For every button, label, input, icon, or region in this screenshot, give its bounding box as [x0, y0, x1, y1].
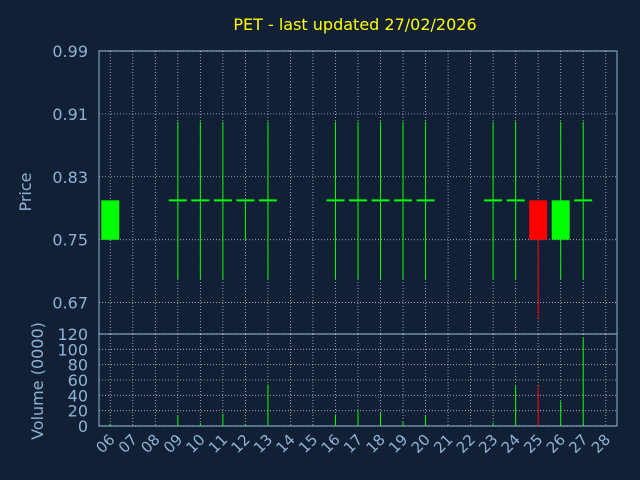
volume-y-tick: 120 [57, 325, 88, 344]
chart-title: PET - last updated 27/02/2026 [233, 15, 476, 34]
volume-y-tick: 60 [68, 371, 88, 390]
price-y-tick: 0.83 [52, 168, 88, 187]
x-tick-labels: 0607080910111213141516171819202122232425… [92, 431, 614, 457]
candle-body [529, 200, 548, 240]
volume-y-tick: 0 [78, 417, 88, 436]
volume-bars [109, 337, 584, 426]
candle-13 [258, 121, 277, 279]
candle-body [101, 200, 120, 240]
candle-25 [529, 200, 548, 319]
candle-16 [326, 121, 345, 279]
candle-10 [191, 121, 210, 279]
volume-y-tick: 20 [68, 402, 88, 421]
candle-11 [213, 121, 232, 279]
price-y-tick: 0.75 [52, 231, 88, 250]
candles [101, 121, 593, 319]
candle-20 [416, 121, 435, 279]
candle-18 [371, 121, 390, 279]
candle-26 [551, 121, 570, 279]
x-axis-label: Day [333, 457, 363, 475]
candle-27 [574, 121, 593, 279]
candle-23 [484, 121, 503, 279]
price-axis-label: Price [16, 172, 35, 211]
candle-body [551, 200, 570, 240]
price-panel: 0.67 0.75 0.83 0.91 0.99 Price [16, 42, 618, 335]
candle-06 [101, 200, 120, 240]
candle-17 [349, 121, 367, 279]
x-tick-28: 28 [588, 431, 614, 457]
price-y-tick-labels: 0.67 0.75 0.83 0.91 0.99 [52, 42, 88, 313]
candle-19 [394, 121, 413, 279]
volume-y-tick: 100 [57, 340, 88, 359]
price-y-tick: 0.67 [52, 294, 88, 313]
volume-y-tick: 40 [68, 386, 88, 405]
volume-axis-label: Volume (0000) [28, 322, 47, 440]
price-y-tick: 0.99 [52, 42, 88, 61]
volume-y-tick: 80 [68, 356, 88, 375]
candle-24 [506, 121, 525, 279]
candle-12 [236, 199, 255, 240]
price-y-tick: 0.91 [52, 105, 88, 124]
candle-09 [168, 121, 187, 279]
